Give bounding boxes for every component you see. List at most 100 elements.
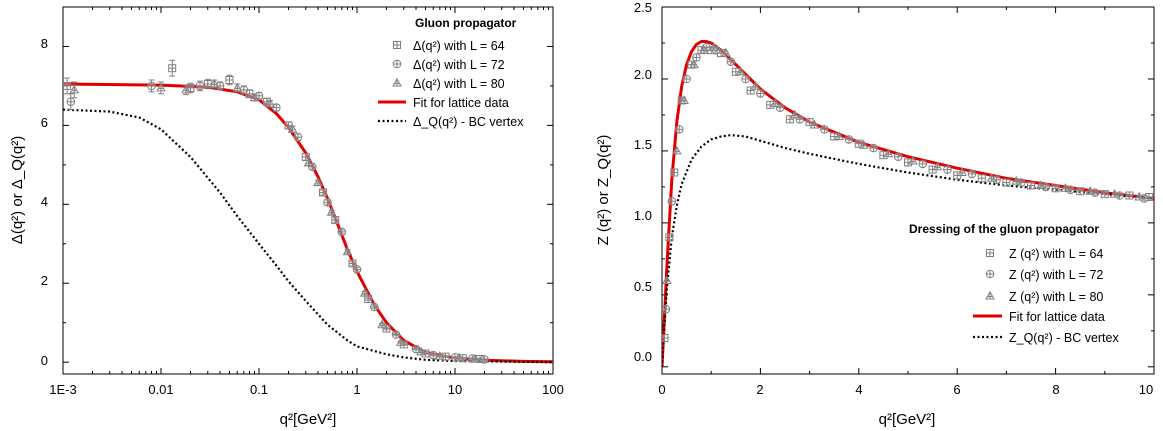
data-point — [359, 287, 370, 297]
legend-label: Fit for lattice data — [413, 96, 509, 110]
data-point — [209, 78, 220, 89]
data-point — [382, 324, 391, 333]
x-ticks — [62, 7, 554, 374]
data-point — [735, 66, 746, 76]
y-tick-label: 4 — [41, 194, 48, 209]
x-tick-label: 0.01 — [148, 382, 173, 397]
data-point — [893, 152, 903, 161]
data-point — [1109, 188, 1120, 198]
legend-marker-circle — [985, 269, 995, 279]
y-axis-title: Z (q²) or Z_Q(q²) — [595, 135, 612, 246]
data-point — [239, 85, 249, 95]
y-tick-label: 2 — [41, 273, 48, 288]
data-point — [232, 82, 243, 93]
data-point — [746, 86, 755, 95]
data-point — [1060, 183, 1071, 192]
data-point — [323, 198, 332, 207]
data-point — [1134, 191, 1145, 201]
data-point — [741, 74, 750, 84]
data-point — [63, 77, 72, 95]
data-point — [775, 103, 785, 112]
data-point — [1051, 184, 1060, 193]
plot-area — [63, 59, 553, 364]
data-point — [331, 216, 340, 225]
data-point — [957, 167, 967, 176]
legend-title: Gluon propagator — [415, 16, 517, 30]
x-axis-title: q²[GeV²] — [280, 411, 337, 428]
plot-frame — [62, 6, 554, 375]
plot-area — [662, 40, 1154, 367]
data-point — [156, 81, 166, 95]
chart-right: 0 2 4 6 8 10 0.0 0.5 1.0 1.5 2.0 2.5 q²[… — [595, 0, 1155, 428]
x-ticks — [661, 7, 1155, 374]
legend-marker-square — [393, 41, 401, 49]
legend-label: Δ(q²) with L = 64 — [413, 39, 505, 53]
x-tick-label: 1E-3 — [49, 382, 76, 397]
data-point — [434, 350, 445, 360]
data-point — [674, 125, 684, 134]
x-tick-label: 2 — [756, 382, 763, 397]
data-point — [858, 139, 869, 149]
data-point — [147, 79, 156, 93]
data-point — [943, 165, 952, 174]
data-point — [265, 98, 276, 108]
data-point — [245, 89, 254, 99]
data-point — [319, 188, 327, 197]
data-point — [416, 346, 426, 356]
data-point — [470, 353, 480, 363]
y-tick-labels: 0.0 0.5 1.0 1.5 2.0 2.5 — [634, 0, 652, 364]
data-point — [395, 337, 406, 346]
legend-label: Z_Q(q²) - BC vertex — [1009, 331, 1119, 345]
legend-label: Δ_Q(q²) - BC vertex — [413, 115, 524, 129]
y-tick-label: 0 — [41, 353, 48, 368]
legend-marker-square — [986, 249, 994, 257]
data-point — [307, 162, 317, 172]
data-point — [918, 159, 928, 169]
data-point — [480, 355, 489, 364]
data-point — [708, 42, 719, 51]
data-point — [662, 275, 672, 284]
data-point — [287, 124, 298, 133]
y-ticks — [63, 45, 553, 363]
data-point — [689, 59, 699, 69]
data-point — [391, 330, 401, 339]
y-tick-label: 2.0 — [634, 67, 652, 82]
data-point — [698, 44, 709, 54]
x-tick-label: 10 — [448, 382, 462, 397]
y-tick-label: 1.5 — [634, 137, 652, 152]
legend-label: Δ(q²) with L = 72 — [413, 58, 505, 72]
data-point — [671, 145, 682, 155]
data-point — [679, 95, 689, 104]
data-point — [670, 168, 679, 177]
data-point — [726, 57, 736, 67]
data-point — [326, 206, 337, 216]
data-point — [750, 80, 761, 90]
data-point — [1100, 190, 1109, 199]
data-point — [662, 334, 669, 342]
data-point — [682, 74, 691, 84]
x-tick-label: 10 — [1139, 382, 1153, 397]
data-point — [348, 259, 357, 268]
bc-vertex-curve — [63, 108, 553, 364]
data-point — [805, 118, 814, 127]
chart-left: 1E-3 0.01 0.1 1 10 100 0 2 4 6 8 q²[GeV²… — [9, 6, 564, 428]
legend: Gluon propagator Δ(q²) with L = 64 Δ(q²)… — [378, 16, 524, 129]
y-tick-label: 6 — [41, 115, 48, 130]
data-point — [428, 350, 438, 360]
data-point — [789, 109, 800, 119]
data-point — [977, 174, 986, 183]
data-point — [454, 352, 464, 362]
x-tick-label: 0 — [658, 382, 665, 397]
data-point — [377, 319, 387, 329]
data-point — [869, 143, 878, 153]
data-point — [293, 132, 303, 142]
x-tick-label: 1 — [353, 382, 360, 397]
legend-label: Z (q²) with L = 72 — [1009, 268, 1103, 282]
data-point — [932, 161, 943, 171]
data-point — [271, 103, 281, 112]
data-point — [820, 125, 829, 134]
data-point — [766, 100, 775, 109]
data-point — [665, 233, 674, 242]
data-point — [284, 121, 293, 130]
data-point — [692, 53, 701, 62]
